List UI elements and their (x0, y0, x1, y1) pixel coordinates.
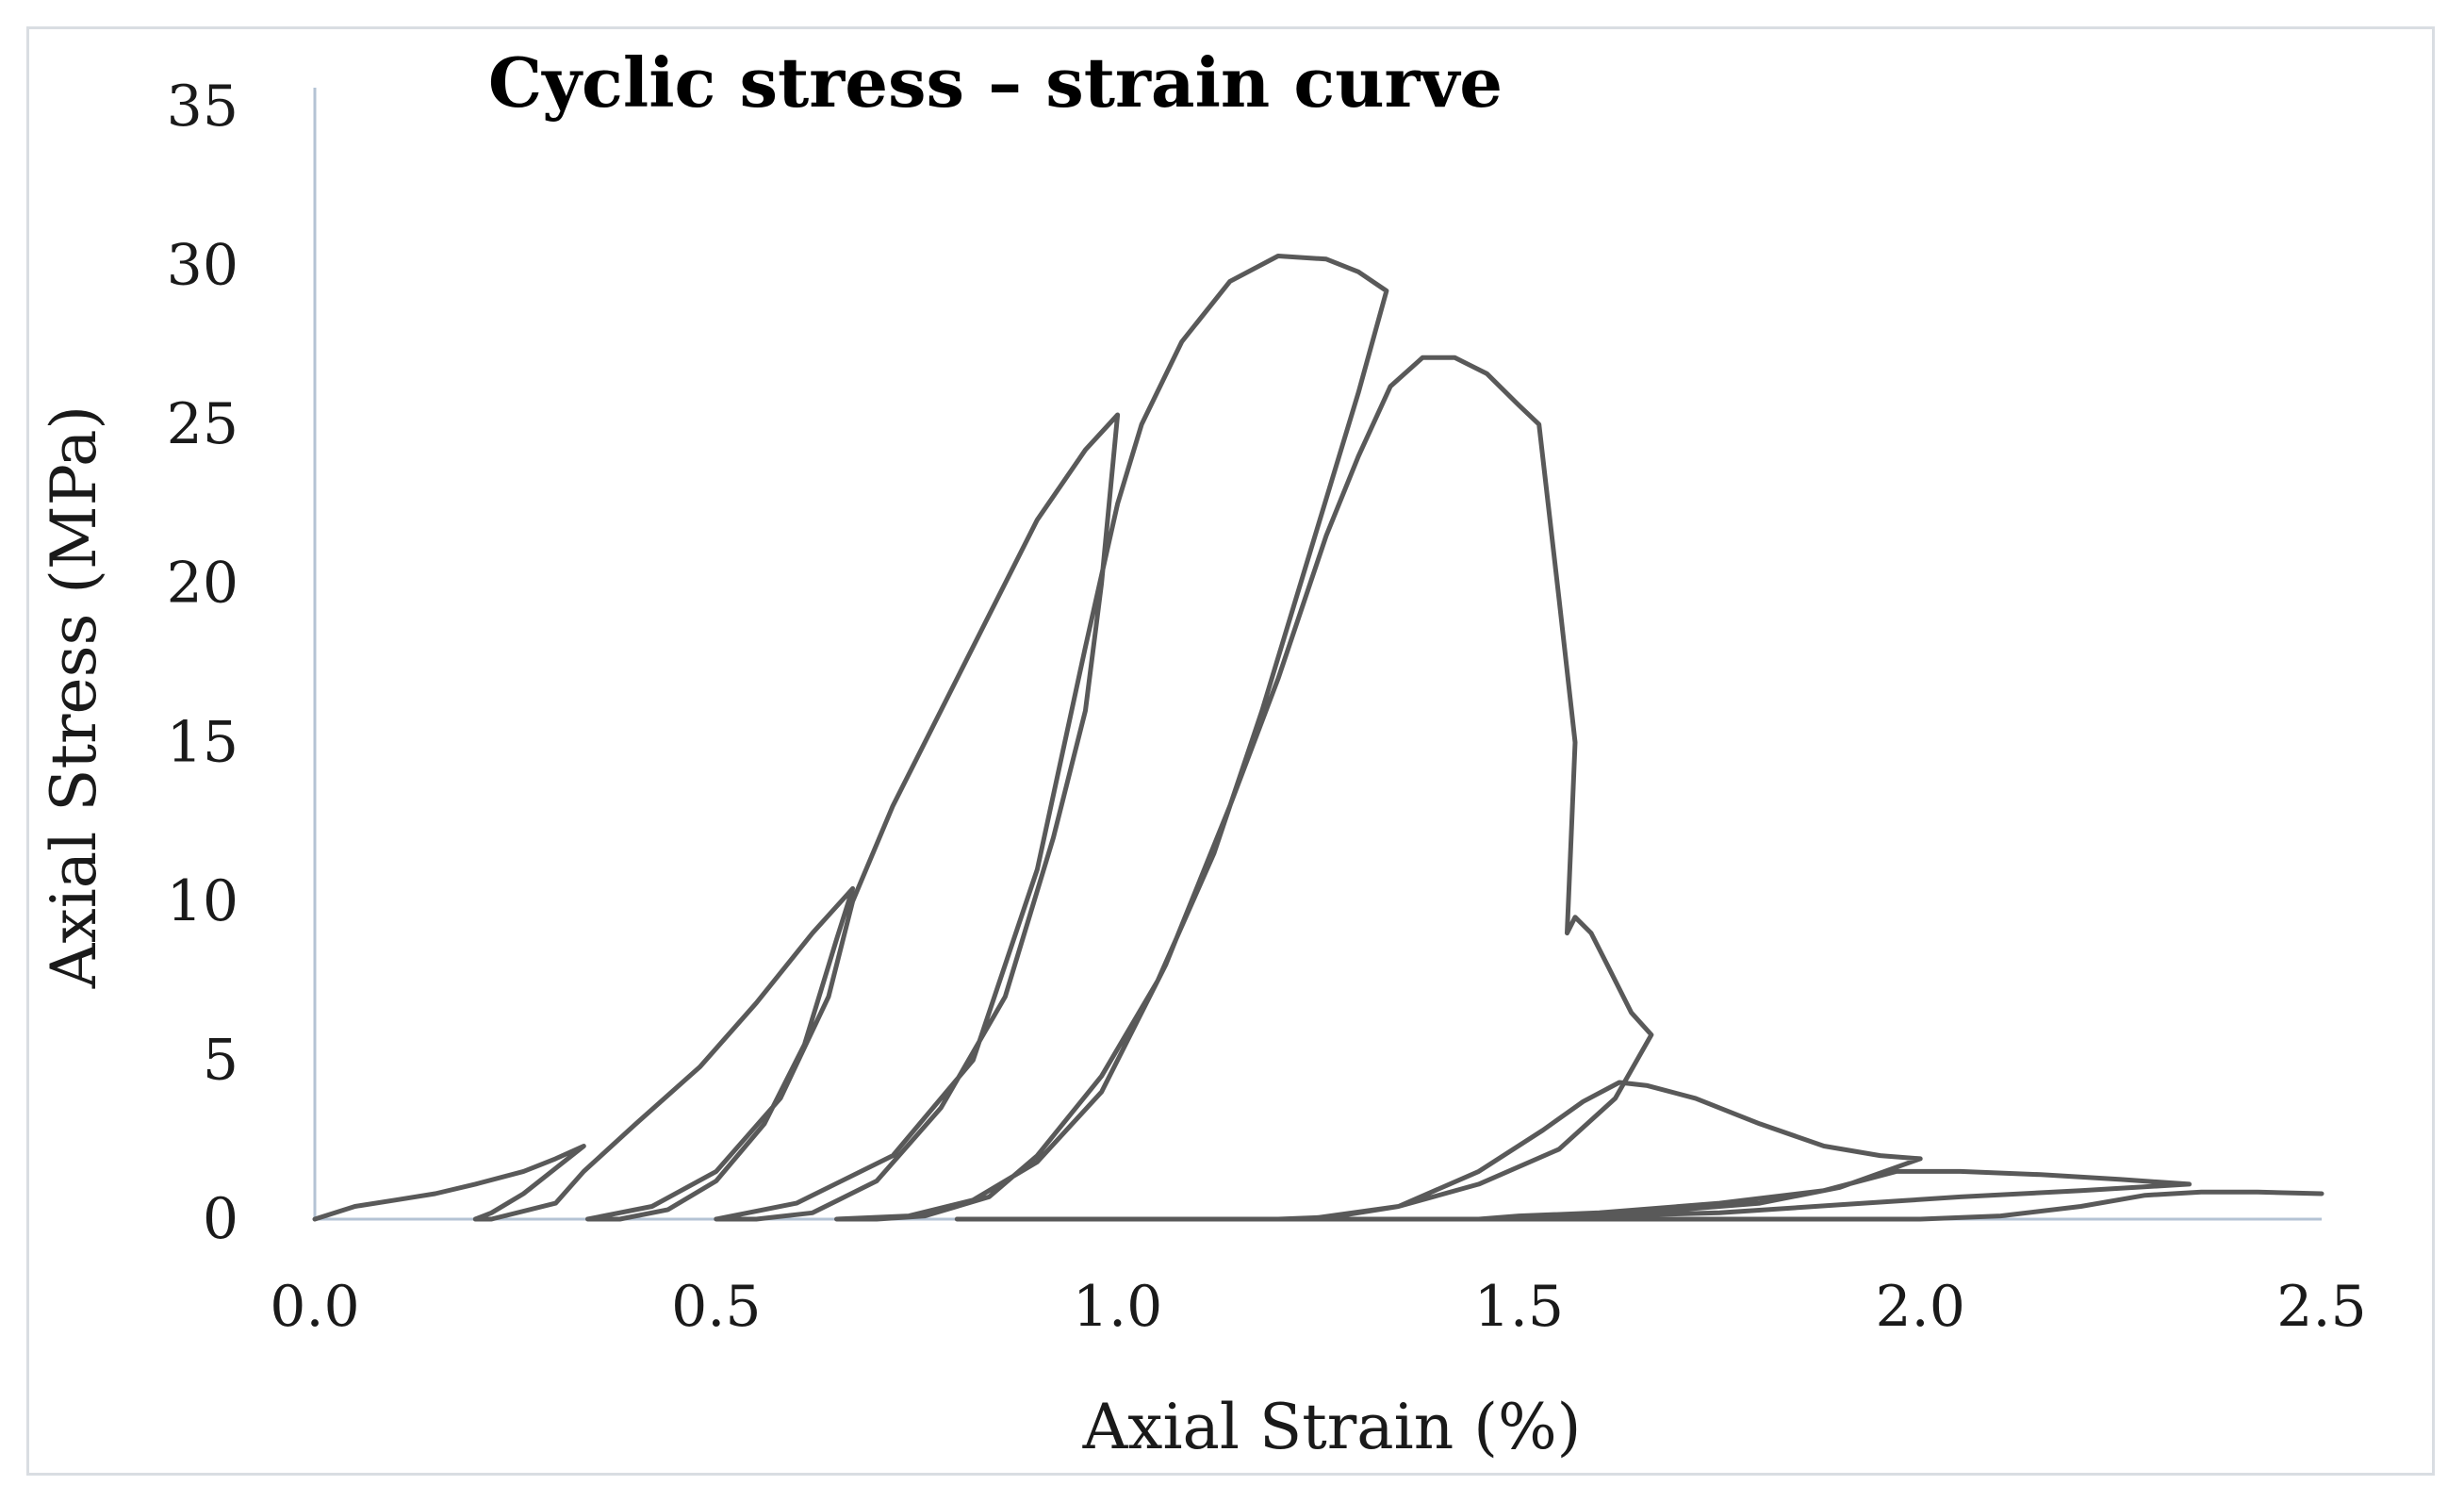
x-tick-label: 0.5 (671, 1274, 761, 1340)
y-tick-label: 30 (167, 233, 238, 299)
y-axis-title: Axial Stress (MPa) (38, 405, 110, 989)
y-tick-label: 0 (203, 1186, 238, 1252)
plot-area (312, 254, 2324, 1222)
chart-canvas: Cyclic stress – strain curve 0 5 10 15 20 25 3… (38, 42, 2367, 1463)
chart-frame: Cyclic stress – strain curve 0 5 10 15 20 25 3… (26, 26, 2435, 1476)
x-tick-label: 1.0 (1073, 1274, 1162, 1340)
x-tick-label: 2.0 (1875, 1274, 1964, 1340)
series-line (312, 254, 2324, 1222)
y-tick-label: 15 (167, 709, 238, 775)
y-tick-label: 20 (167, 551, 238, 617)
chart-title: Cyclic stress – strain curve (488, 42, 1503, 123)
x-axis-title: Axial Strain (%) (1082, 1391, 1582, 1463)
y-tick-label: 35 (167, 74, 238, 140)
x-tick-labels: 0.0 0.5 1.0 1.5 2.0 2.5 (270, 1274, 2366, 1340)
y-tick-label: 5 (203, 1027, 238, 1093)
x-tick-label: 2.5 (2276, 1274, 2366, 1340)
x-tick-label: 1.5 (1474, 1274, 1564, 1340)
y-tick-labels: 0 5 10 15 20 25 30 35 (167, 74, 238, 1252)
y-tick-label: 10 (167, 868, 238, 934)
x-tick-label: 0.0 (270, 1274, 359, 1340)
y-tick-label: 25 (167, 391, 238, 457)
